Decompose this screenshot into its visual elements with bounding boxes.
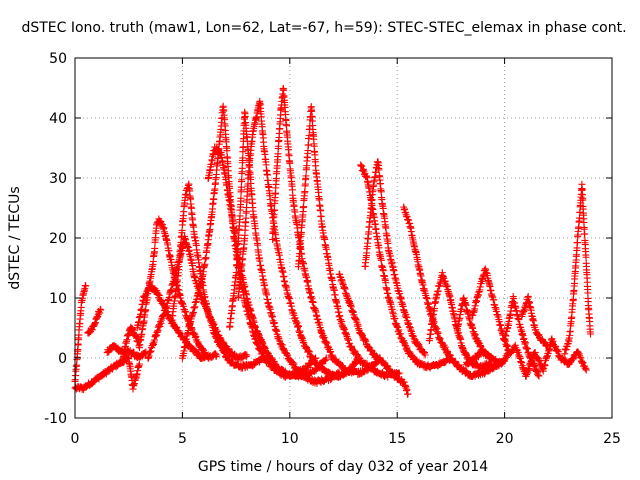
y-tick-label: 30 (49, 171, 67, 187)
plot-area (71, 84, 595, 398)
data-point (290, 360, 298, 368)
data-point (485, 359, 493, 367)
x-tick-label: 20 (496, 431, 514, 447)
data-point (241, 112, 249, 120)
y-tick-label: 50 (49, 51, 67, 67)
data-point (270, 219, 278, 227)
data-point (226, 355, 234, 363)
x-tick-label: 0 (71, 431, 80, 447)
data-point (569, 355, 577, 363)
y-tick-label: -10 (44, 411, 67, 427)
data-point (269, 235, 277, 243)
data-point (198, 345, 206, 353)
data-point (582, 366, 590, 374)
data-point (364, 342, 372, 350)
data-point (232, 268, 240, 276)
y-axis-label: dSTEC / TECUs (7, 186, 23, 289)
data-point (419, 348, 427, 356)
data-point (347, 342, 355, 350)
data-point (573, 239, 581, 247)
data-point (212, 353, 220, 361)
chart-title: dSTEC Iono. truth (maw1, Lon=62, Lat=-67… (21, 20, 626, 36)
x-tick-label: 25 (603, 431, 621, 447)
data-point (304, 347, 312, 355)
data-point (105, 347, 113, 355)
data-point (305, 348, 313, 356)
data-point (486, 360, 494, 368)
data-point (238, 176, 246, 184)
grid (75, 58, 612, 418)
data-point (302, 172, 310, 180)
y-tick-label: 20 (49, 231, 67, 247)
data-point (263, 348, 271, 356)
data-point (135, 360, 143, 368)
data-point (383, 362, 391, 370)
data-point (361, 336, 369, 344)
data-point (141, 349, 149, 357)
data-point (353, 351, 361, 359)
data-point (97, 306, 105, 314)
data-point (451, 357, 459, 365)
y-tick-label: 0 (58, 351, 67, 367)
data-point (220, 348, 228, 356)
data-point (503, 353, 511, 361)
data-point (303, 343, 311, 351)
data-point (380, 360, 388, 368)
data-point (358, 330, 366, 338)
data-point (543, 341, 551, 349)
data-point (151, 244, 159, 252)
data-point (220, 349, 228, 357)
x-axis-label: GPS time / hours of day 032 of year 2014 (198, 459, 488, 475)
x-tick-label: 15 (388, 431, 406, 447)
data-point (535, 372, 543, 380)
data-point (436, 335, 444, 343)
data-point (237, 194, 245, 202)
data-point (352, 359, 360, 367)
data-point (304, 141, 312, 149)
data-point (213, 351, 221, 359)
data-point (587, 330, 595, 338)
data-point (242, 353, 250, 361)
data-point (350, 347, 358, 355)
data-point (544, 342, 552, 350)
data-point (379, 357, 387, 365)
y-tick-label: 40 (49, 111, 67, 127)
data-point (581, 230, 589, 238)
data-point (216, 150, 224, 158)
x-tick-label: 5 (178, 431, 187, 447)
data-point (446, 351, 454, 359)
data-point (309, 355, 317, 363)
data-point (305, 131, 313, 139)
x-tick-label: 10 (281, 431, 299, 447)
data-point (300, 203, 308, 211)
data-point (289, 359, 297, 367)
data-point (194, 349, 202, 357)
data-point (304, 363, 312, 371)
data-point (362, 337, 370, 345)
data-point (243, 351, 251, 359)
data-point (223, 147, 231, 155)
data-point (239, 154, 247, 162)
data-point (421, 351, 429, 359)
data-point (270, 206, 278, 214)
data-point (579, 196, 587, 204)
data-point (582, 253, 590, 261)
data-point (540, 338, 548, 346)
data-point (270, 357, 278, 365)
data-point (204, 351, 212, 359)
data-point (395, 369, 403, 377)
y-tick-label: 10 (49, 291, 67, 307)
data-point (404, 390, 412, 398)
data-point (82, 282, 90, 290)
data-point (322, 354, 330, 362)
data-point (501, 355, 509, 363)
